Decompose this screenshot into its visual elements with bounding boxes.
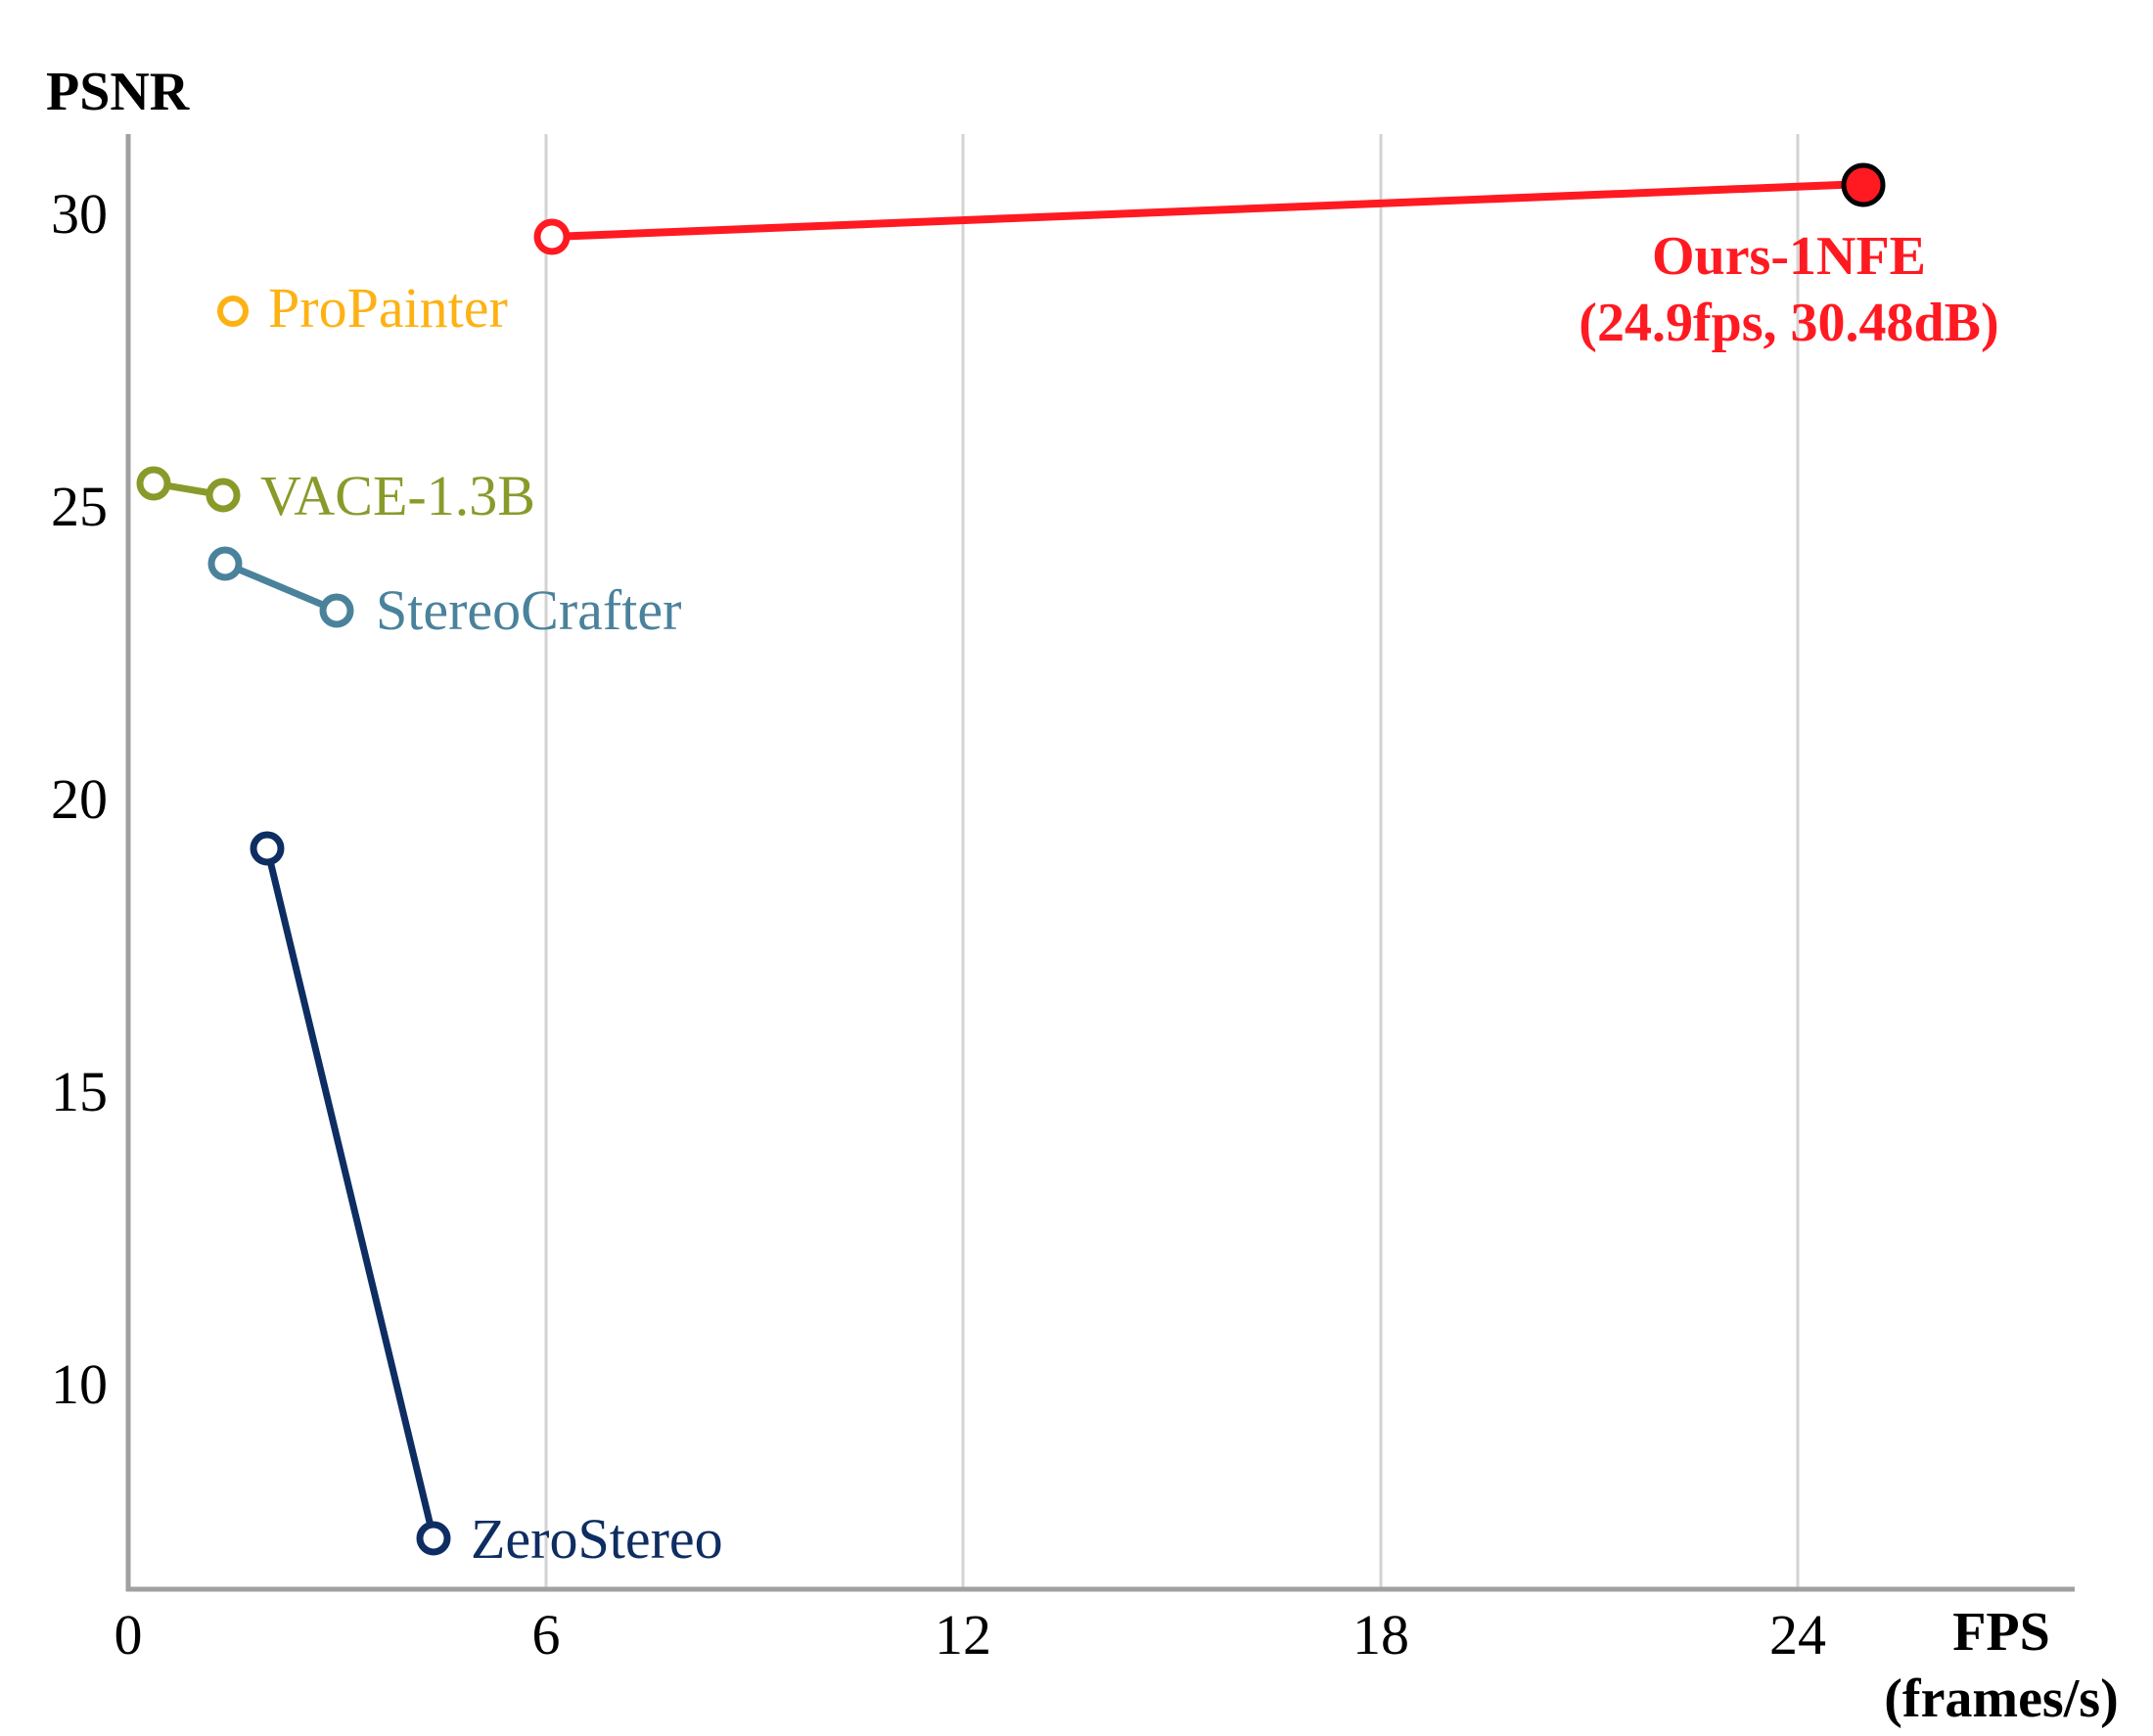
- ours-label-name: Ours-1NFE: [1652, 226, 1926, 287]
- gridlines: [544, 134, 1800, 1587]
- ours-point-2: [1841, 162, 1886, 207]
- ours-point-1: [533, 218, 571, 255]
- x-tick-12: 12: [935, 1603, 991, 1667]
- stereocrafter-point-2: [319, 593, 354, 628]
- y-tick-20: 20: [51, 767, 108, 831]
- propainter-label: ProPainter: [268, 276, 508, 340]
- x-axis-title: FPS: [1952, 1602, 2050, 1663]
- y-tick-30: 30: [51, 182, 108, 246]
- series-propainter: [217, 296, 249, 327]
- y-tick-labels: 30 25 20 15 10: [51, 182, 108, 1416]
- vace-point-1: [136, 466, 171, 501]
- x-tick-18: 18: [1352, 1603, 1409, 1667]
- x-tick-24: 24: [1769, 1603, 1826, 1667]
- zerostereo-label: ZeroStereo: [471, 1507, 723, 1571]
- ours-line: [551, 180, 1864, 241]
- zerostereo-point-1: [250, 831, 285, 866]
- stereocrafter-point-1: [207, 546, 243, 581]
- series-vace: [136, 466, 241, 513]
- vace-point-2: [206, 478, 241, 513]
- x-tick-labels: 0 6 12 18 24: [115, 1603, 1827, 1667]
- y-tick-15: 15: [51, 1060, 108, 1123]
- x-axis-subtitle: (frames/s): [1884, 1668, 2118, 1729]
- axes: [125, 134, 2075, 1592]
- zerostereo-line: [263, 847, 437, 1539]
- x-tick-6: 6: [532, 1603, 561, 1667]
- zerostereo-point-2: [416, 1521, 451, 1556]
- y-axis-title: PSNR: [46, 62, 190, 122]
- propainter-point: [217, 296, 249, 327]
- series-stereocrafter: [207, 546, 354, 628]
- series-zerostereo: [250, 831, 451, 1556]
- vace-label: VACE-1.3B: [260, 464, 535, 527]
- y-tick-10: 10: [51, 1352, 108, 1416]
- stereocrafter-label: StereoCrafter: [376, 578, 681, 642]
- stereocrafter-line: [223, 560, 339, 615]
- series-ours: [533, 162, 1886, 255]
- ours-label-detail: (24.9fps, 30.48dB): [1579, 293, 1998, 353]
- y-tick-25: 25: [51, 475, 108, 538]
- x-tick-0: 0: [115, 1603, 143, 1667]
